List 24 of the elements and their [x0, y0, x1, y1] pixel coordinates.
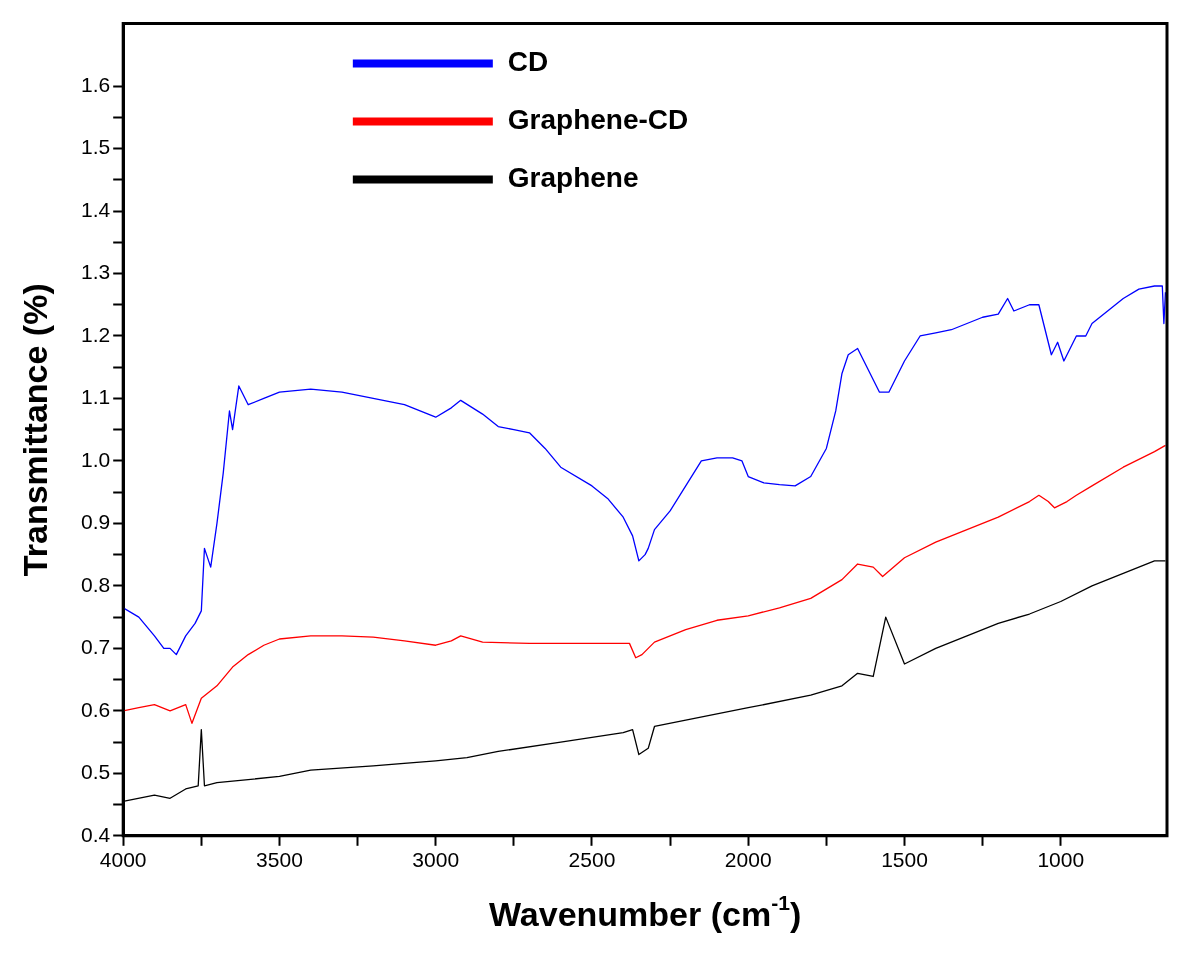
- y-tick-label: 1.4: [80, 197, 111, 221]
- x-tick-label: 1500: [881, 848, 928, 872]
- x-tick-label: 4000: [99, 848, 147, 872]
- y-tick-label: 0.7: [80, 635, 111, 659]
- x-tick-label: 3500: [256, 848, 303, 872]
- legend-label: Graphene: [507, 162, 639, 194]
- legend-label: CD: [507, 46, 549, 78]
- legend-label: Graphene-CD: [507, 104, 689, 136]
- x-tick-label: 2500: [568, 848, 616, 872]
- x-tick-label: 3000: [412, 848, 460, 872]
- y-tick-label: 1.2: [80, 322, 111, 346]
- y-tick-label: 1.1: [80, 385, 111, 409]
- y-tick-label: 1.3: [80, 260, 111, 284]
- y-tick-label: 1.0: [80, 447, 111, 471]
- y-axis-title: Transmittance (%): [16, 283, 55, 577]
- y-tick-label: 0.4: [80, 822, 111, 846]
- y-tick-label: 1.5: [80, 135, 111, 159]
- y-tick-label: 0.6: [80, 697, 111, 721]
- x-tick-label: 1000: [1037, 848, 1085, 872]
- y-tick-label: 1.6: [80, 72, 111, 96]
- y-tick-label: 0.5: [80, 760, 111, 784]
- y-tick-label: 0.9: [80, 510, 111, 534]
- y-tick-label: 0.8: [80, 572, 111, 596]
- x-tick-label: 2000: [724, 848, 772, 872]
